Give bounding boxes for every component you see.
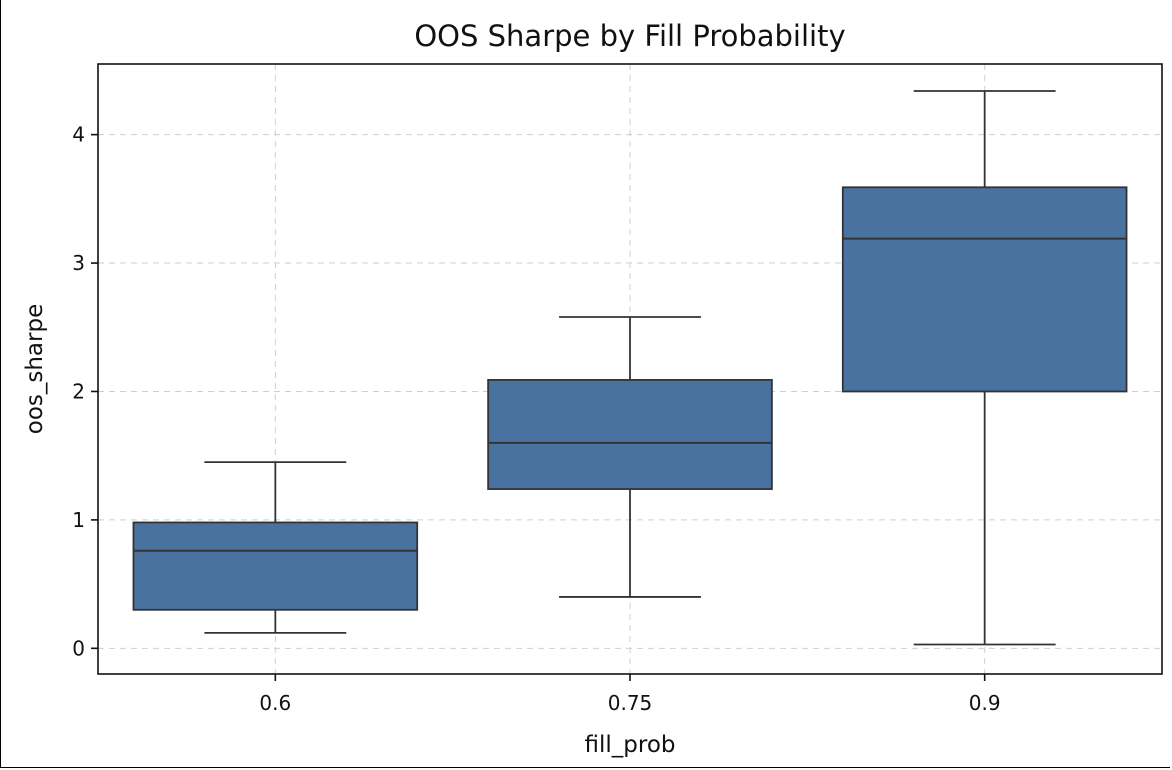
- tick-layer: 0 1 2 3 4 0.6 0.75 0.9: [72, 123, 1000, 715]
- y-tick-label: 1: [72, 508, 85, 532]
- y-tick-label: 2: [72, 379, 85, 403]
- box-group-0.6: [132, 461, 419, 634]
- box-group-0.9: [841, 90, 1128, 646]
- iqr-box: [132, 521, 419, 611]
- x-tick-label: 0.9: [969, 691, 1001, 715]
- y-tick-label: 4: [72, 123, 85, 147]
- y-axis-label: oos_sharpe: [22, 304, 48, 435]
- y-tick-label: 0: [72, 636, 85, 660]
- iqr-box: [841, 186, 1128, 393]
- x-tick-label: 0.75: [608, 691, 653, 715]
- x-tick-label: 0.6: [259, 691, 291, 715]
- y-tick-label: 3: [72, 251, 85, 275]
- box-layer: [132, 90, 1128, 646]
- chart-title: OOS Sharpe by Fill Probability: [414, 19, 845, 53]
- iqr-box: [487, 379, 773, 490]
- x-axis-label: fill_prob: [585, 732, 676, 758]
- box-group-0.75: [487, 316, 773, 598]
